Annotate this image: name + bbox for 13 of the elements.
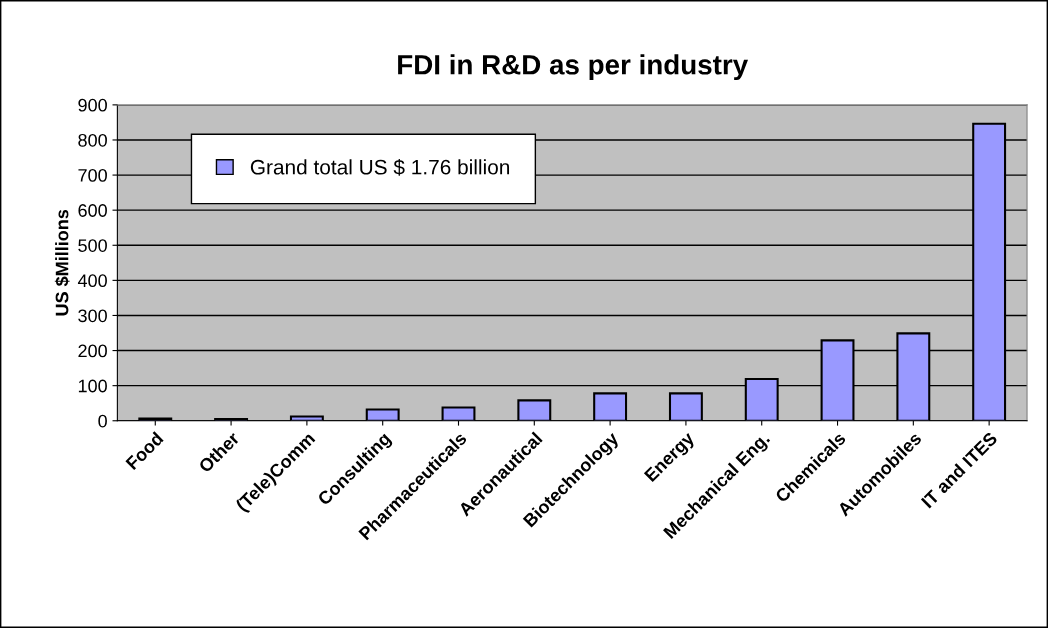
y-tick-label: 600 [78,204,107,217]
y-tick-label: 200 [78,344,107,358]
y-axis-title: US $Millions [54,209,70,316]
y-tick-label: 500 [78,239,107,252]
chart-title: FDI in R&D as per industry [398,54,749,81]
y-tick-label: 100 [78,379,107,393]
y-tick-label: 700 [78,169,107,182]
legend-label: Grand total US $ 1.76 billion [250,158,510,176]
y-tick-label: 0 [98,414,107,428]
y-tick-label: 300 [78,309,107,323]
y-tick-label: 800 [78,133,107,147]
y-tick-label: 900 [78,98,107,112]
y-tick-label: 400 [77,274,107,288]
